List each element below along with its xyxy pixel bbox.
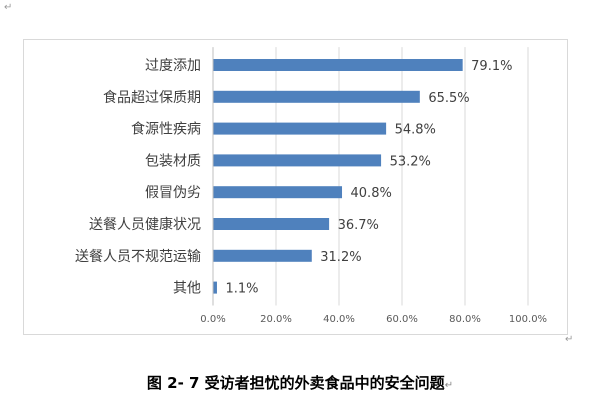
data-label: 36.7% bbox=[338, 218, 379, 233]
x-tick-label: 40.0% bbox=[323, 314, 355, 325]
data-label: 1.1% bbox=[225, 282, 258, 297]
data-label: 31.2% bbox=[320, 250, 361, 265]
category-label: 食品超过保质期 bbox=[103, 89, 201, 106]
data-label: 65.5% bbox=[428, 91, 469, 106]
x-tick-label: 60.0% bbox=[386, 314, 418, 325]
bar bbox=[213, 122, 387, 135]
category-label: 过度添加 bbox=[145, 58, 201, 74]
x-tick-label: 80.0% bbox=[449, 314, 481, 325]
bar bbox=[213, 186, 343, 199]
category-label: 食源性疾病 bbox=[131, 121, 201, 138]
caption-text: 图 2- 7 受访者担忧的外卖食品中的安全问题 bbox=[146, 374, 445, 392]
x-tick-label: 20.0% bbox=[260, 314, 292, 325]
category-label: 假冒伪劣 bbox=[145, 185, 201, 201]
caption-paragraph-mark: ↵ bbox=[444, 380, 454, 391]
bar bbox=[213, 218, 330, 230]
bar bbox=[213, 249, 312, 262]
data-label: 54.8% bbox=[395, 123, 436, 138]
data-label: 40.8% bbox=[351, 186, 392, 201]
category-label: 送餐人员健康状况 bbox=[89, 216, 201, 233]
category-label: 其他 bbox=[173, 281, 201, 297]
chart-frame bbox=[23, 39, 568, 335]
bar bbox=[213, 281, 217, 294]
data-label: 53.2% bbox=[390, 154, 431, 169]
bar bbox=[213, 90, 420, 103]
paragraph-mark-right: ↵ bbox=[565, 334, 574, 345]
paragraph-mark-top: ↵ bbox=[4, 2, 13, 13]
data-label: 79.1% bbox=[471, 59, 512, 74]
category-label: 送餐人员不规范运输 bbox=[75, 248, 201, 265]
category-label: 包装材质 bbox=[145, 153, 201, 169]
bar bbox=[213, 154, 382, 167]
x-tick-label: 100.0% bbox=[509, 314, 547, 325]
figure-caption: 图 2- 7 受访者担忧的外卖食品中的安全问题↵ bbox=[0, 372, 600, 393]
x-tick-label: 0.0% bbox=[200, 314, 225, 325]
bar bbox=[213, 59, 463, 71]
